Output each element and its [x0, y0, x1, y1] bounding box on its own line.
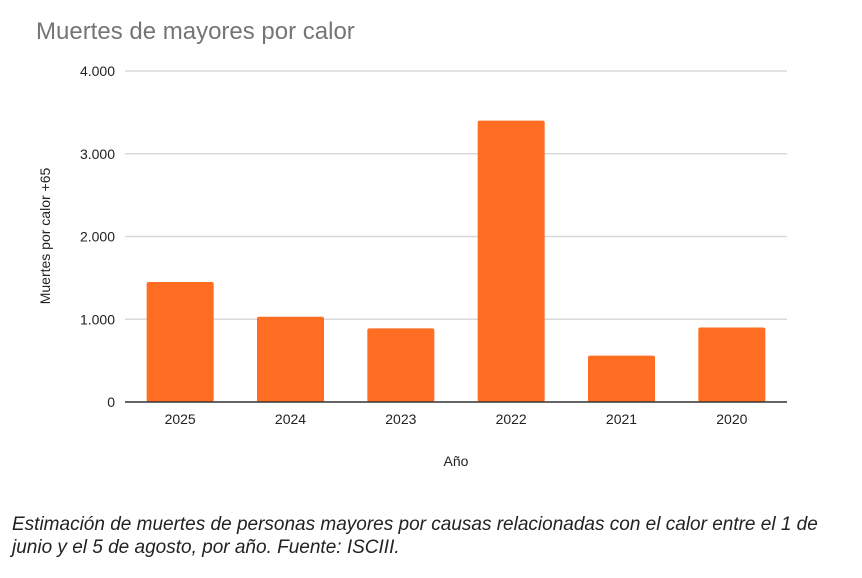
x-axis-label: Año — [444, 453, 469, 469]
y-tick-label: 4.000 — [80, 63, 115, 79]
y-axis-label: Muertes por calor +65 — [37, 168, 53, 305]
bar-2020 — [698, 327, 766, 402]
x-tick-label: 2022 — [496, 411, 527, 427]
bar-2022 — [477, 120, 545, 403]
x-tick-label: 2025 — [165, 411, 196, 427]
x-tick-label: 2021 — [606, 411, 637, 427]
caption: Estimación de muertes de personas mayore… — [12, 514, 818, 558]
y-tick-label: 1.000 — [80, 311, 115, 327]
chart-title: Muertes de mayores por calor — [36, 18, 355, 45]
x-tick-label: 2024 — [275, 411, 306, 427]
y-tick-label: 0 — [107, 394, 115, 410]
bar-2025 — [146, 282, 214, 402]
x-tick-label: 2023 — [385, 411, 416, 427]
bar-2021 — [588, 355, 655, 402]
y-tick-label: 2.000 — [80, 229, 115, 245]
x-tick-label: 2020 — [716, 411, 747, 427]
bar-2023 — [367, 328, 435, 402]
bar-2024 — [257, 316, 324, 402]
y-tick-label: 3.000 — [80, 146, 115, 162]
bar-chart: 0 1.000 2.000 3.000 4.000 2025 2024 2023 2022 202… — [37, 63, 787, 469]
